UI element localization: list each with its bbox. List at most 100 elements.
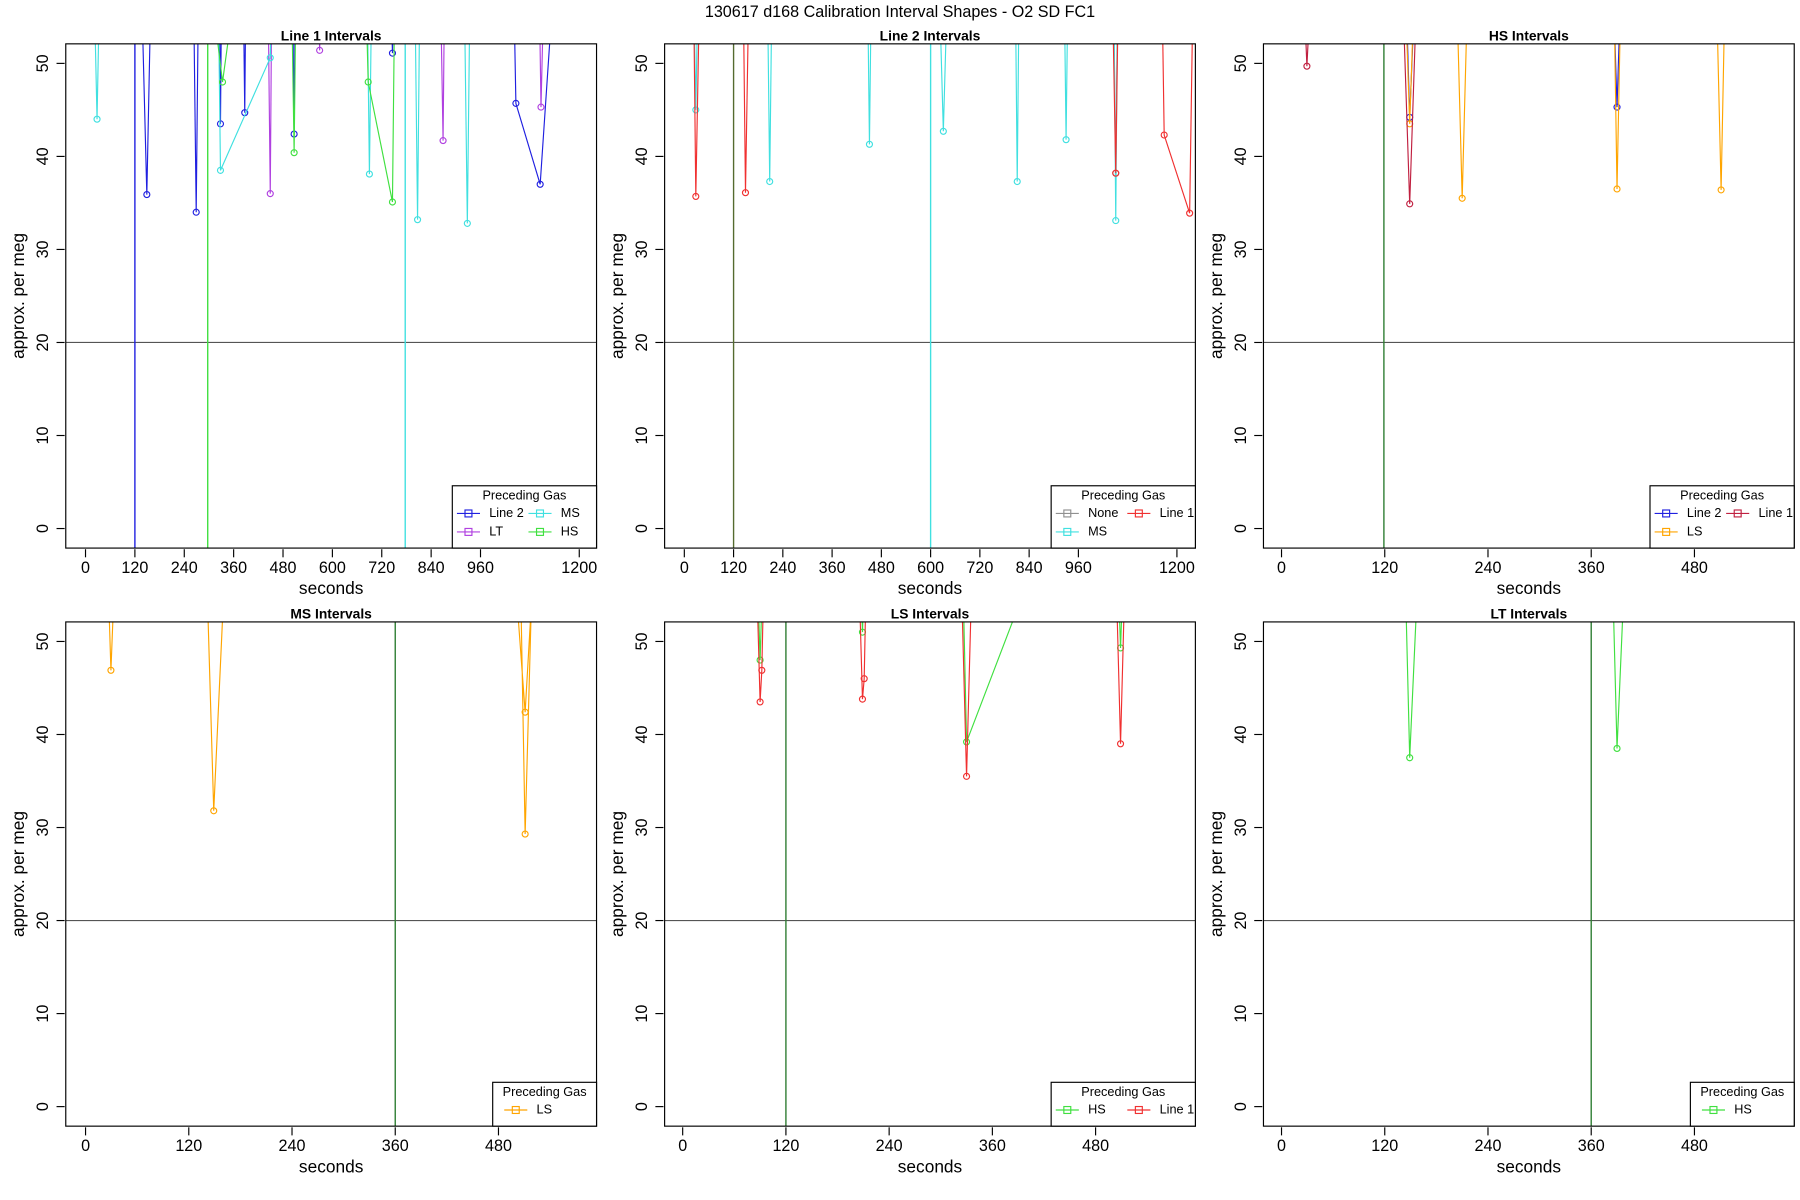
legend-marker [1134, 509, 1143, 518]
y-tick-label: 20 [34, 333, 52, 351]
legend-label: HS [1734, 1102, 1752, 1116]
x-tick-label: 0 [1277, 1137, 1286, 1155]
y-tick-label: 0 [633, 1102, 651, 1111]
panel-title: Line 1 Intervals [281, 28, 382, 44]
y-axis-label: approx. per meg [8, 233, 28, 359]
point [290, 149, 298, 157]
point [1160, 131, 1168, 139]
plot-area [664, 621, 1196, 1127]
x-tick-label: 240 [1475, 559, 1502, 577]
panel: HS Intervals 0 10 20 30 40 50 0 120 240 360 480 seco… [1206, 28, 1795, 598]
series-line [693, 43, 1193, 214]
y-axis-label: approx. per meg [607, 811, 627, 937]
series-line [217, 43, 395, 203]
y-tick-label: 40 [1232, 725, 1250, 743]
y-axis-label: approx. per meg [1206, 233, 1226, 359]
legend-marker [1709, 1105, 1718, 1115]
point [364, 78, 372, 86]
point [143, 190, 151, 199]
legend-label: HS [1088, 1102, 1106, 1116]
point [865, 140, 874, 148]
legend-label: Line 2 [1687, 506, 1722, 520]
legend-box [1689, 1081, 1795, 1127]
point [463, 219, 471, 227]
point [218, 78, 227, 86]
x-tick-label: 720 [368, 559, 395, 577]
x-tick-label: 960 [467, 559, 494, 577]
y-tick-label: 0 [34, 524, 52, 533]
legend-title: Preceding Gas [1081, 1085, 1165, 1099]
point [766, 177, 774, 186]
point [365, 170, 373, 178]
legend-label: LT [489, 524, 503, 538]
plot-area [1263, 43, 1795, 549]
series-line [1406, 43, 1620, 118]
y-tick-label: 30 [633, 819, 651, 837]
x-tick-label: 840 [418, 559, 445, 577]
x-tick-label: 0 [678, 1137, 687, 1155]
point [537, 103, 545, 111]
x-tick-label: 720 [966, 559, 993, 577]
plot-frame [1262, 43, 1795, 549]
x-tick-label: 240 [1475, 1137, 1502, 1155]
x-tick-label: 360 [1578, 1137, 1605, 1155]
legend-marker [1063, 527, 1072, 536]
panel: MS Intervals 0 10 20 30 40 50 0 120 240 360 480 seco… [8, 606, 598, 1176]
y-tick-label: 50 [1232, 54, 1250, 72]
point [521, 830, 529, 838]
x-tick-label: 0 [81, 1137, 90, 1155]
point [1186, 209, 1194, 217]
y-tick-label: 10 [34, 427, 52, 445]
x-axis-label: seconds [1497, 1156, 1562, 1176]
point [692, 192, 700, 200]
point [216, 166, 225, 174]
legend-title: Preceding Gas [1700, 1085, 1784, 1099]
point [1013, 177, 1021, 186]
legend: Preceding Gas Line 2 LT MS HS [451, 485, 598, 549]
y-tick-label: 10 [34, 1005, 52, 1023]
legend-title: Preceding Gas [1680, 489, 1764, 503]
point [210, 807, 218, 815]
x-axis-label: seconds [898, 1156, 963, 1176]
x-tick-label: 240 [279, 1137, 306, 1155]
legend-marker [1662, 509, 1671, 518]
legend-marker [464, 527, 473, 536]
x-tick-label: 480 [868, 559, 895, 577]
y-tick-label: 40 [633, 725, 651, 743]
x-tick-label: 240 [876, 1137, 903, 1155]
point [1458, 194, 1466, 202]
x-tick-label: 480 [1082, 1137, 1109, 1155]
x-tick-label: 360 [1578, 559, 1605, 577]
y-tick-label: 40 [1232, 147, 1250, 165]
point [388, 198, 397, 206]
point [1613, 185, 1621, 193]
legend-marker [535, 527, 545, 536]
legend-label: LS [1687, 524, 1703, 538]
point [1717, 186, 1725, 194]
y-tick-label: 30 [34, 819, 52, 837]
point [758, 666, 766, 674]
panel: LT Intervals 0 10 20 30 40 50 0 120 240 360 480 seco… [1206, 606, 1795, 1176]
x-axis-label: seconds [299, 1156, 364, 1176]
legend-label: MS [561, 506, 580, 520]
point [1613, 103, 1621, 111]
y-tick-label: 10 [1232, 1005, 1250, 1023]
point [93, 115, 101, 123]
x-tick-label: 120 [720, 559, 747, 577]
x-tick-label: 240 [769, 559, 796, 577]
x-tick-label: 360 [220, 559, 247, 577]
series-line [757, 621, 1125, 777]
x-axis-label: seconds [299, 578, 364, 598]
legend-label: MS [1088, 524, 1107, 538]
legend-marker [1733, 509, 1742, 518]
point [512, 99, 520, 107]
x-tick-label: 360 [382, 1137, 409, 1155]
x-tick-label: 600 [917, 559, 944, 577]
legend-label: LS [537, 1102, 553, 1116]
point [192, 208, 200, 216]
point [1406, 200, 1414, 208]
legend: Preceding Gas HS [1689, 1081, 1795, 1127]
x-tick-label: 480 [1681, 559, 1708, 577]
point [266, 190, 274, 198]
